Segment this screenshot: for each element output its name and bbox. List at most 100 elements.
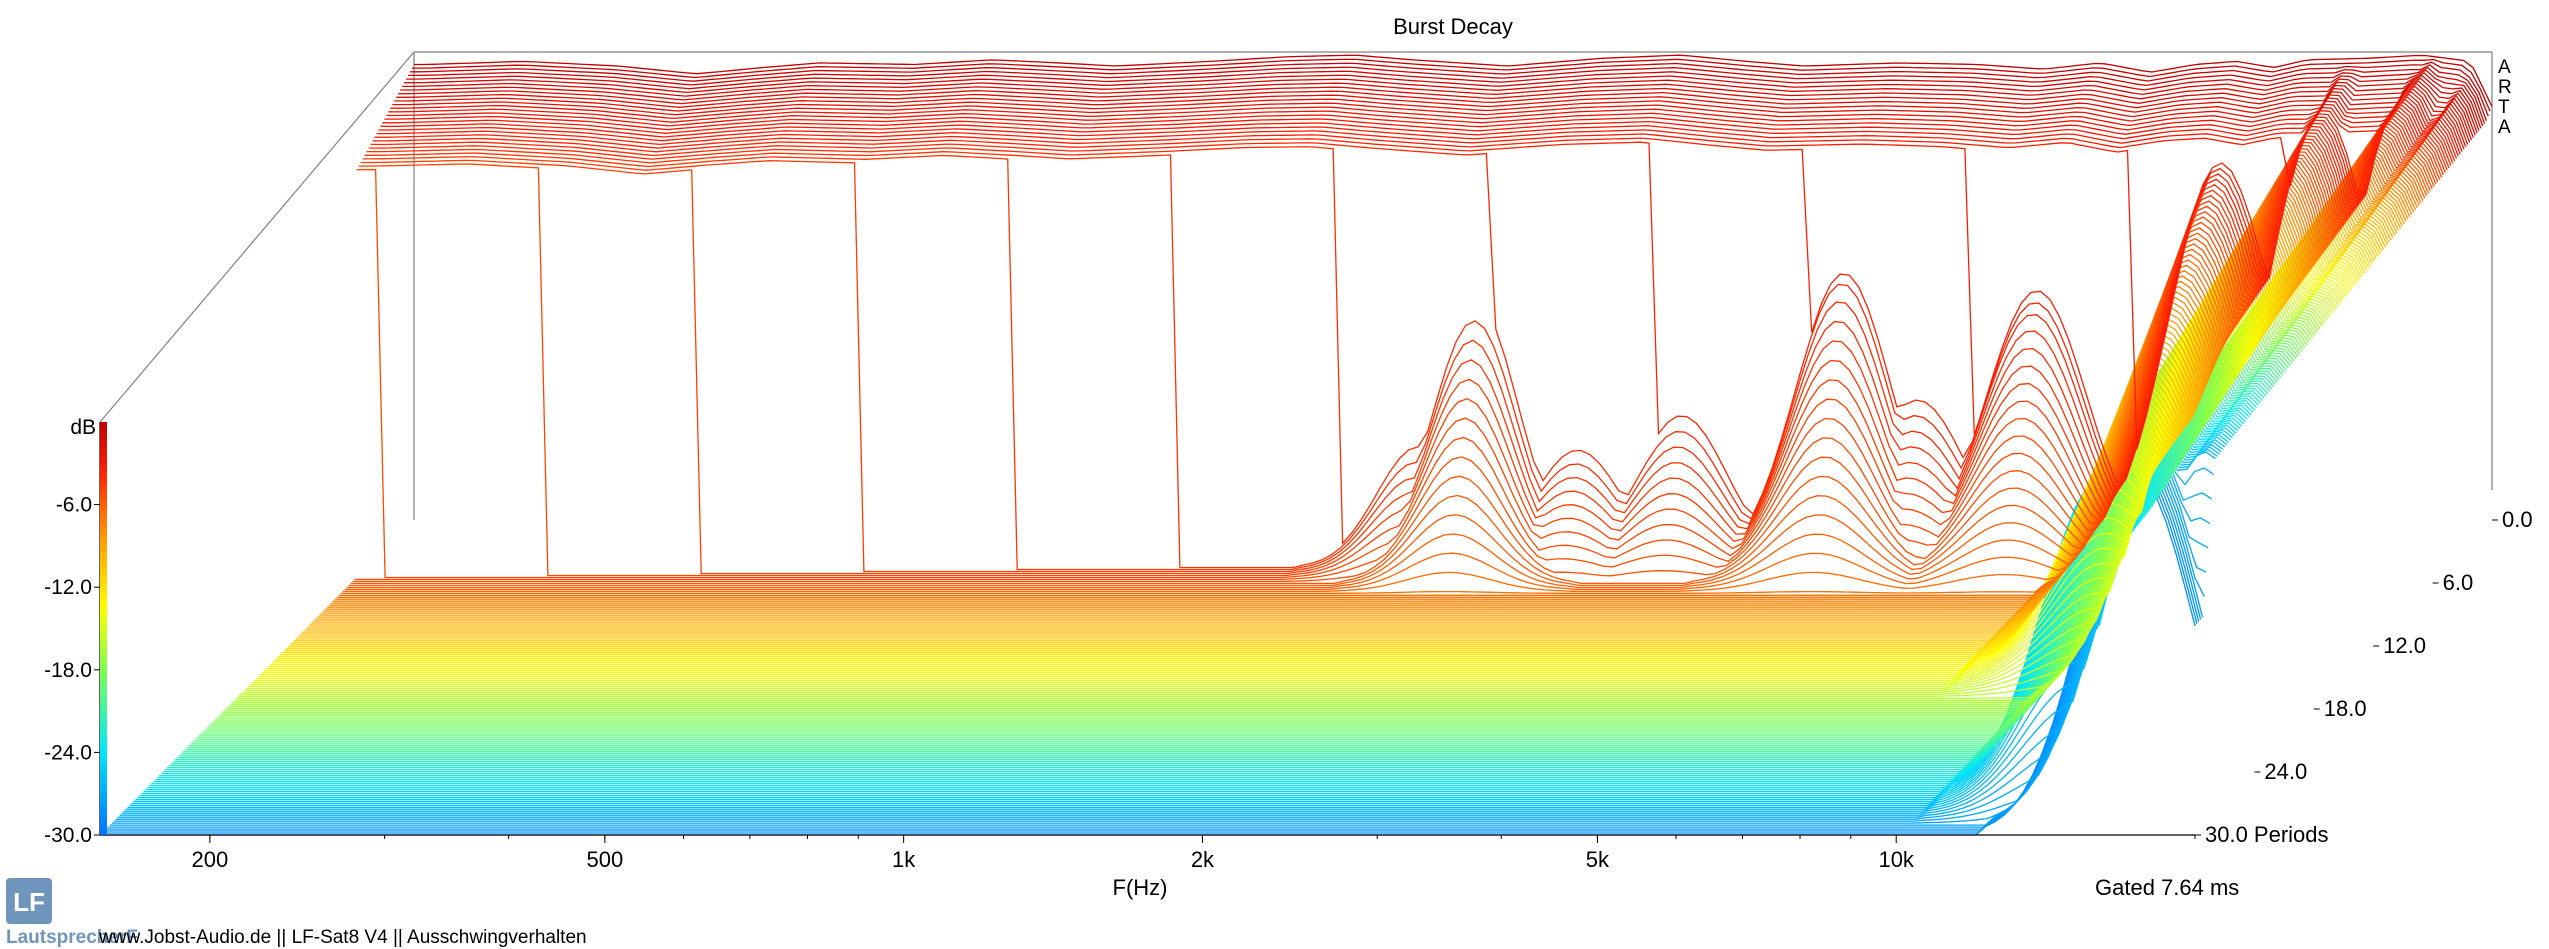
decay-trace xyxy=(177,374,2269,759)
decay-trace xyxy=(157,400,2250,779)
decay-trace xyxy=(115,455,2211,820)
decay-trace xyxy=(260,263,2347,676)
decay-trace xyxy=(184,364,2276,751)
decay-trace xyxy=(414,54,2493,107)
decay-trace xyxy=(222,314,2312,713)
y-tick-label: 6.0 xyxy=(2443,570,2474,595)
decay-trace xyxy=(246,282,2334,690)
decay-trace xyxy=(147,413,2241,789)
decay-trace xyxy=(194,350,2286,741)
decay-trace xyxy=(406,66,2486,124)
decay-trace xyxy=(218,319,2308,717)
decay-trace xyxy=(263,258,2351,672)
decay-trace xyxy=(175,377,2267,761)
depth-top-edge xyxy=(99,51,415,423)
decay-trace xyxy=(206,335,2297,729)
decay-trace xyxy=(230,303,2319,705)
z-tick-label: -6.0 xyxy=(56,494,92,517)
decay-trace xyxy=(382,98,2463,152)
decay-trace xyxy=(356,133,2439,579)
decay-trace xyxy=(131,434,2226,804)
decay-trace xyxy=(354,136,2437,581)
decay-trace xyxy=(135,429,2230,800)
footer-caption: www.Jobst-Audio.de || LF-Sat8 V4 || Auss… xyxy=(99,927,587,948)
decay-trace xyxy=(163,392,2256,773)
decay-trace xyxy=(374,109,2456,488)
decay-trace xyxy=(167,387,2259,769)
decay-trace xyxy=(228,306,2317,707)
waterfall-traces xyxy=(100,54,2493,836)
decay-trace xyxy=(394,82,2474,138)
x-tick-label: 500 xyxy=(586,847,623,872)
decay-trace xyxy=(376,106,2458,484)
z-tick-label: -12.0 xyxy=(44,576,92,599)
z-axis-unit: dB xyxy=(70,416,96,439)
decay-trace xyxy=(151,408,2245,785)
decay-trace xyxy=(141,421,2235,795)
db-color-scale xyxy=(100,422,107,835)
decay-trace xyxy=(111,460,2207,824)
decay-trace xyxy=(149,411,2243,787)
decay-trace xyxy=(400,74,2480,131)
decay-trace xyxy=(368,117,2450,545)
x-tick-label: 1k xyxy=(892,847,916,872)
brand-letter-a1: A xyxy=(2498,57,2511,78)
decay-trace xyxy=(364,123,2446,571)
y-axis-ticks: 0.0 6.0 12.0 18.0 24.0 30.0 Periods xyxy=(2195,507,2533,847)
decay-trace xyxy=(362,125,2445,573)
decay-trace xyxy=(252,274,2340,684)
decay-trace xyxy=(139,424,2233,797)
lf-logo-letters: LF xyxy=(13,887,45,917)
decay-trace xyxy=(380,101,2461,197)
decay-trace xyxy=(169,384,2261,767)
decay-trace xyxy=(214,324,2304,721)
decay-trace xyxy=(352,139,2435,583)
decay-trace xyxy=(165,390,2258,771)
decay-trace xyxy=(234,298,2323,701)
decay-trace xyxy=(186,361,2278,749)
decay-trace xyxy=(226,308,2316,709)
lf-logo-icon: LF xyxy=(6,878,52,924)
decay-trace xyxy=(143,418,2237,793)
decay-trace xyxy=(398,77,2478,134)
decay-trace xyxy=(137,426,2231,799)
decay-trace xyxy=(410,61,2489,117)
decay-trace xyxy=(155,403,2248,781)
x-tick-label: 5k xyxy=(1586,847,1610,872)
decay-trace xyxy=(190,356,2282,745)
decay-trace xyxy=(196,348,2288,739)
decay-trace xyxy=(188,358,2280,747)
decay-trace xyxy=(236,295,2325,699)
decay-trace xyxy=(248,279,2336,688)
chart-title: Burst Decay xyxy=(1393,14,1513,39)
logo-wordmark: LautsprecherF xyxy=(6,927,138,948)
decay-trace xyxy=(261,261,2349,674)
y-tick-label: 30.0 Periods xyxy=(2205,822,2329,847)
x-axis-ticks: 200 500 1k 2k 5k 10k xyxy=(192,835,2196,872)
decay-trace xyxy=(145,416,2239,791)
decay-trace xyxy=(107,465,2204,828)
x-tick-label: 10k xyxy=(1878,847,1914,872)
decay-trace xyxy=(179,371,2271,757)
decay-trace xyxy=(200,343,2291,735)
decay-trace xyxy=(372,112,2454,516)
z-tick-label: -24.0 xyxy=(44,741,92,764)
decay-trace xyxy=(408,64,2488,122)
decay-trace xyxy=(244,285,2332,692)
z-tick-label: -30.0 xyxy=(44,824,92,847)
brand-letter-t: T xyxy=(2498,97,2510,118)
decay-trace xyxy=(238,292,2327,697)
decay-trace xyxy=(388,90,2469,145)
decay-trace xyxy=(240,290,2329,695)
y-tick-label: 24.0 xyxy=(2264,759,2307,784)
y-tick-label: 18.0 xyxy=(2324,696,2367,721)
z-axis-ticks: -6.0 -12.0 -18.0 -24.0 -30.0 xyxy=(44,494,100,847)
y-tick-label: 0.0 xyxy=(2502,507,2533,532)
decay-trace xyxy=(113,458,2209,822)
decay-trace xyxy=(242,287,2331,694)
decay-trace xyxy=(161,395,2254,775)
decay-trace xyxy=(109,463,2205,826)
decay-trace xyxy=(181,369,2273,755)
decay-trace xyxy=(192,353,2284,743)
decay-trace xyxy=(254,271,2342,682)
